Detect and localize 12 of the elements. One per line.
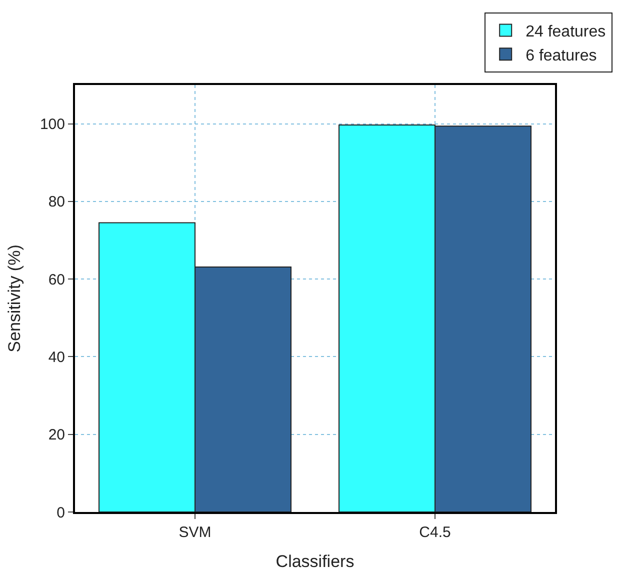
y-tick-label: 40 [48, 348, 65, 366]
y-tick-label: 60 [48, 271, 65, 288]
legend-label: 24 features [526, 24, 606, 41]
y-tick-label: 80 [48, 194, 65, 211]
y-tick-label: 20 [48, 426, 65, 444]
x-tick-label: SVM [178, 524, 212, 541]
y-tick-label: 100 [40, 116, 65, 134]
x-tick-label: C4.5 [419, 524, 451, 541]
legend-label: 6 features [526, 47, 597, 64]
y-axis-title: Sensitivity (%) [5, 244, 24, 352]
x-axis-title: Classifiers [276, 552, 354, 571]
y-tick-label: 0 [56, 504, 65, 522]
